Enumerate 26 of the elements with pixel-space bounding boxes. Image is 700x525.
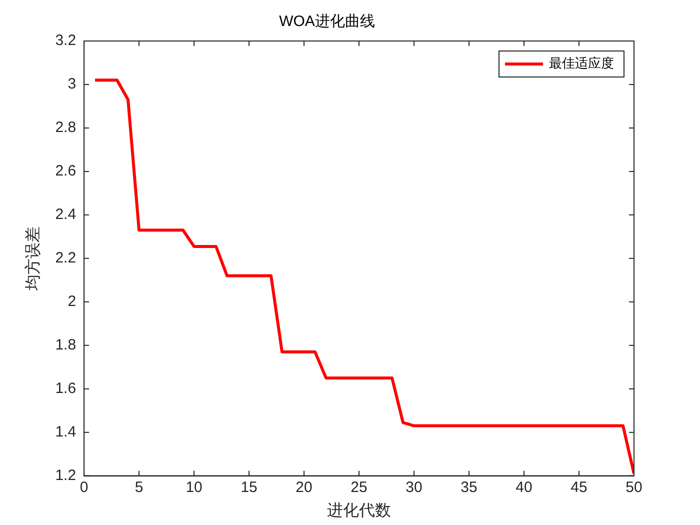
x-tick-label: 25 [350,478,368,496]
y-tick-label: 2.2 [55,250,76,267]
y-tick-label: 3 [68,76,76,93]
x-tick-label: 45 [570,478,588,496]
x-tick-label: 0 [80,478,88,496]
x-tick-label: 50 [626,478,642,496]
y-tick-label: 1.6 [55,380,76,397]
x-tick-label: 40 [516,478,532,496]
x-tick-label: 5 [134,478,144,496]
y-tick-label: 2.6 [55,162,76,180]
x-tick-label: 30 [406,478,422,496]
y-tick-label: 1.8 [55,336,76,354]
x-tick-label: 10 [186,478,202,496]
chart-title: WOA进化曲线 [279,13,375,30]
legend-label: 最佳适应度 [549,56,614,71]
x-tick-label: 35 [460,478,478,496]
y-tick-label: 2 [68,293,76,310]
y-tick-label: 1.4 [55,423,76,440]
y-axis-title: 均方误差 [24,226,42,292]
x-tick-label: 20 [296,478,312,496]
y-tick-label: 2.8 [55,119,76,136]
x-tick-label: 15 [240,478,258,496]
y-tick-label: 2.4 [55,206,76,224]
y-tick-label: 1.2 [55,466,76,484]
y-tick-label: 3.2 [55,32,76,50]
x-axis-title: 进化代数 [327,502,392,520]
